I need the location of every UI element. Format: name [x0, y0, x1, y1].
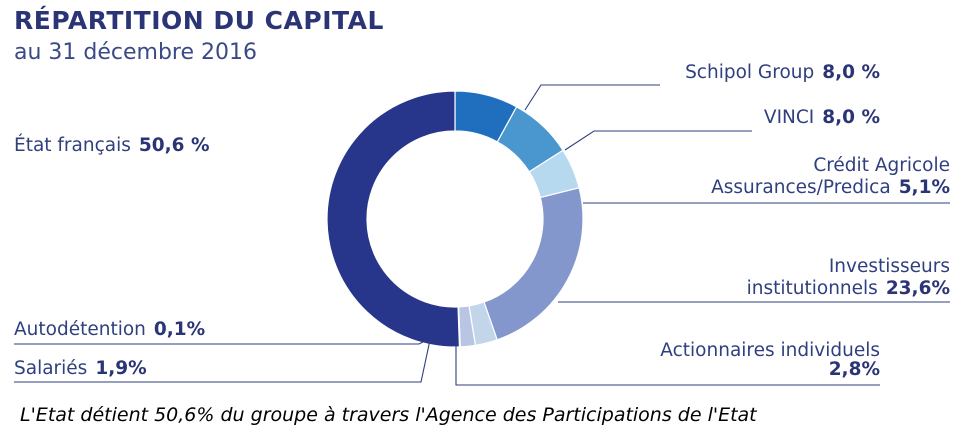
label-etat: État français 50,6 % [14, 134, 210, 156]
value-vinci: 8,0 % [822, 107, 880, 128]
label-text-vinci: VINCI [764, 107, 814, 128]
value-credit_agricole: 5,1% [899, 177, 950, 198]
donut-chart: Schipol Group 8,0 % VINCI 8,0 % Crédit Agric… [14, 62, 950, 386]
value-etat: 50,6 % [139, 135, 210, 156]
label-text-investisseurs: Investisseurs [829, 256, 950, 277]
value-actionnaires: 2,8% [829, 359, 880, 380]
slice-investisseurs [483, 187, 584, 341]
label-text-credit_agricole: Crédit Agricole [813, 155, 950, 176]
label-text-etat: État français [14, 134, 131, 156]
label-salaries: Salariés 1,9% [14, 358, 147, 379]
leader-line-schipol [524, 84, 660, 111]
label-investisseurs-line1: Investisseurs [829, 256, 950, 277]
footnote: L'Etat détient 50,6% du groupe à travers… [20, 404, 757, 426]
label-investisseurs-line2: institutionnels 23,6% [747, 278, 950, 299]
label-text-schipol: Schipol Group [685, 62, 814, 83]
label-credit_agricole-line2: Assurances/Predica 5,1% [711, 177, 950, 198]
value-salaries: 1,9% [95, 358, 146, 379]
label-text-investisseurs: institutionnels [747, 278, 878, 299]
label-schipol: Schipol Group 8,0 % [685, 62, 880, 83]
slice-etat [326, 90, 461, 348]
value-autodetention: 0,1% [154, 319, 205, 340]
label-text-autodetention: Autodétention [14, 319, 146, 340]
chart-subtitle: au 31 décembre 2016 [14, 40, 258, 65]
label-text-credit_agricole: Assurances/Predica [711, 177, 891, 198]
leader-line-salaries [14, 339, 431, 383]
label-credit_agricole-line1: Crédit Agricole [813, 155, 950, 176]
leader-line-actionnaires [455, 340, 880, 386]
value-schipol: 8,0 % [822, 62, 880, 83]
chart-title: RÉPARTITION DU CAPITAL [14, 6, 384, 35]
label-actionnaires: Actionnaires individuels [660, 340, 880, 361]
value-investisseurs: 23,6% [886, 278, 950, 299]
label-autodetention: Autodétention 0,1% [14, 319, 205, 340]
label-text-actionnaires: Actionnaires individuels [660, 340, 880, 361]
leader-line-autodetention [14, 339, 428, 345]
leader-line-vinci [564, 130, 752, 151]
label-text-salaries: Salariés [14, 358, 87, 379]
label-vinci: VINCI 8,0 % [764, 107, 880, 128]
